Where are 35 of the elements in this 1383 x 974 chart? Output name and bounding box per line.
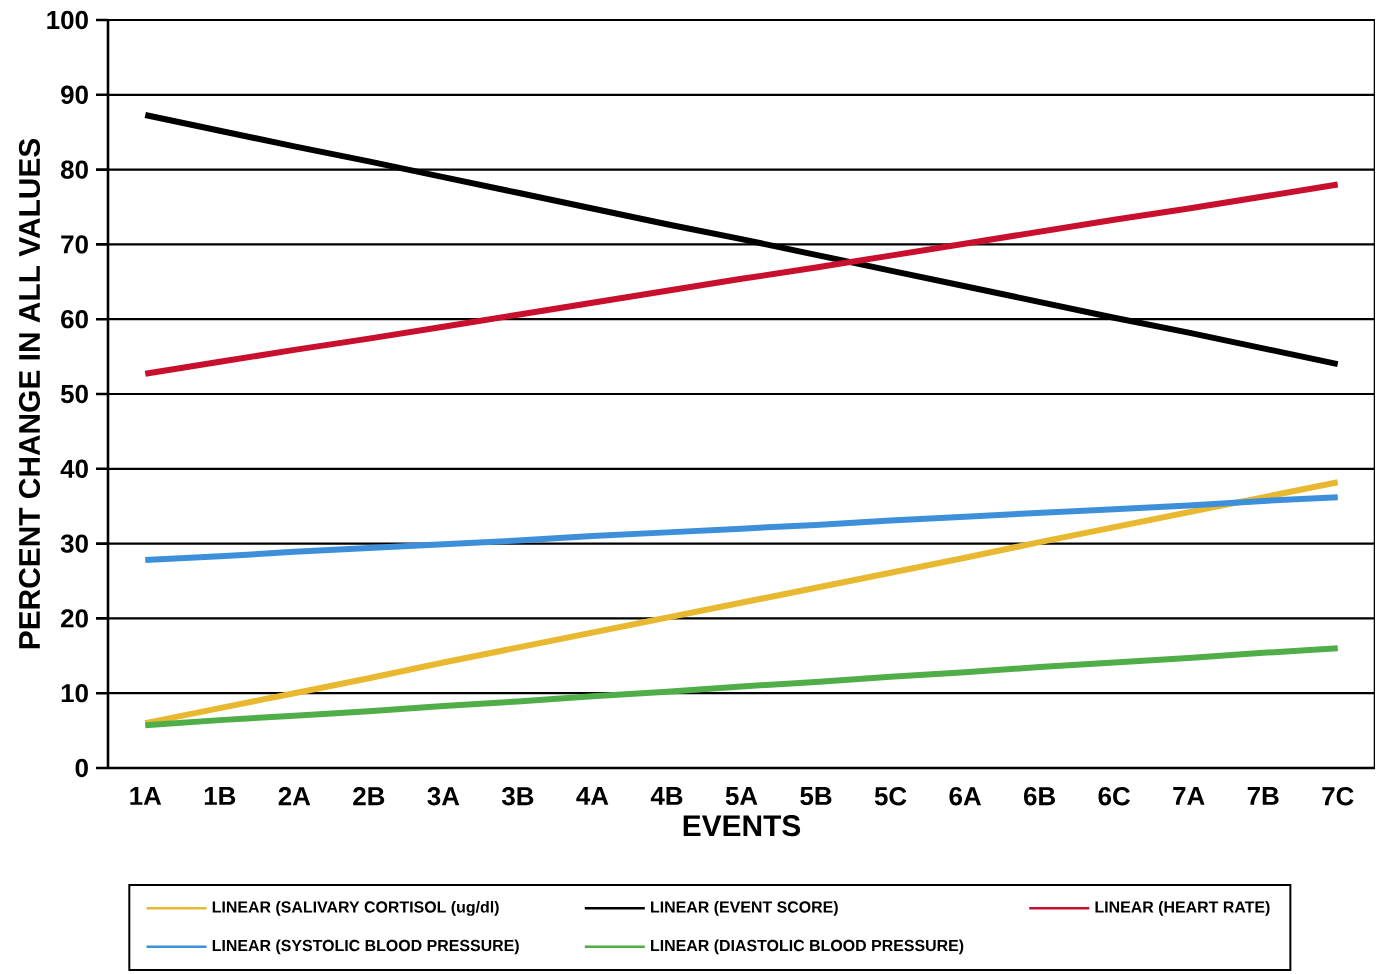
y-tick-label: 60 [61, 310, 88, 329]
y-tick-label: 70 [61, 235, 88, 254]
x-tick-label: 1A [130, 787, 162, 805]
legend-label: LINEAR (EVENT SCORE) [651, 900, 838, 916]
x-tick-label: 7A [1173, 787, 1205, 805]
x-tick-label: 4A [576, 787, 609, 805]
x-tick-label: 1B [204, 787, 236, 805]
y-tick-label: 30 [60, 534, 88, 553]
x-tick-label: 5C [874, 787, 907, 806]
x-tick-label: 3A [427, 787, 460, 806]
x-tick-label: 3B [501, 787, 534, 806]
x-tick-label: 5A [725, 787, 758, 806]
legend-label: LINEAR (DIASTOLIC BLOOD PRESSURE) [651, 939, 964, 955]
y-tick-label: 50 [60, 384, 88, 404]
y-axis-title: PERCENT CHANGE IN ALL VALUES [18, 138, 41, 649]
y-tick-label: 0 [75, 758, 88, 778]
y-tick-label: 40 [60, 459, 88, 478]
x-tick-label: 6C [1098, 787, 1130, 806]
x-tick-label: 4B [650, 787, 683, 805]
x-tick-label: 5B [800, 787, 832, 806]
x-tick-label: 6A [949, 787, 981, 806]
y-tick-label: 80 [60, 160, 88, 179]
x-tick-label: 6B [1024, 787, 1055, 806]
y-tick-label: 90 [61, 85, 88, 104]
legend-label: LINEAR (SYSTOLIC BLOOD PRESSURE) [212, 939, 519, 955]
y-tick-label: 100 [47, 10, 88, 30]
x-tick-label: 2B [353, 787, 385, 806]
y-tick-label: 10 [61, 684, 88, 703]
legend-label: LINEAR (HEART RATE) [1095, 900, 1270, 916]
x-tick-label: 7B [1247, 787, 1279, 805]
legend-label: LINEAR (SALIVARY CORTISOL (ug/dl) [212, 900, 499, 916]
x-tick-label: 2A [278, 787, 311, 806]
x-tick-label: 7C [1322, 787, 1354, 806]
x-axis-title: EVENTS [683, 815, 801, 837]
y-tick-label: 20 [61, 609, 88, 628]
